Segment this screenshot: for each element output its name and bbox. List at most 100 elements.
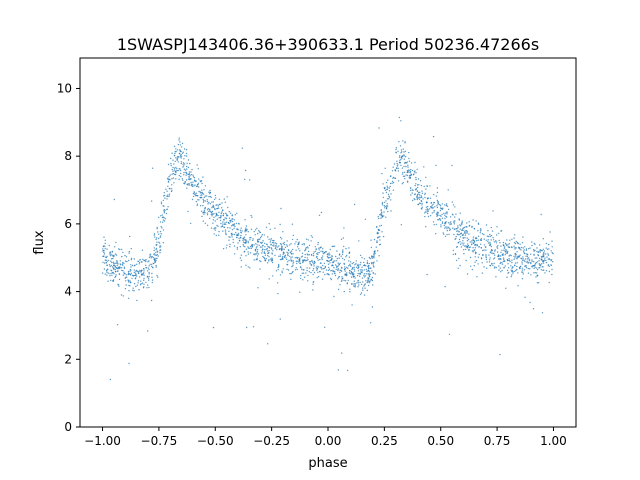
x-tick-label: 0.50	[427, 434, 454, 448]
data-point	[388, 198, 390, 200]
data-point	[232, 218, 234, 220]
data-point	[421, 206, 423, 208]
data-point	[462, 237, 465, 239]
data-point	[300, 274, 302, 277]
data-point	[257, 249, 259, 251]
data-point	[459, 241, 461, 243]
data-point	[377, 228, 379, 231]
data-point	[380, 210, 382, 212]
data-point	[106, 255, 108, 258]
data-point	[503, 244, 505, 247]
data-point	[104, 273, 106, 275]
data-point	[229, 212, 232, 214]
data-point	[279, 255, 281, 258]
data-point	[156, 275, 158, 277]
data-point	[483, 266, 485, 268]
data-point	[296, 262, 298, 265]
data-point	[279, 318, 281, 320]
data-point	[214, 194, 217, 197]
data-point	[256, 258, 258, 261]
data-point	[343, 263, 346, 265]
data-point	[146, 276, 149, 278]
data-point	[226, 244, 228, 246]
data-point	[303, 259, 305, 261]
data-point	[162, 199, 164, 202]
data-point	[222, 213, 225, 215]
data-point	[131, 264, 134, 267]
data-point	[213, 198, 216, 201]
data-point	[504, 265, 506, 267]
data-point	[296, 246, 299, 248]
data-point	[337, 265, 340, 267]
data-point	[118, 248, 120, 250]
data-point	[381, 211, 383, 214]
data-point	[264, 246, 266, 248]
data-point	[350, 283, 353, 285]
data-point	[400, 224, 403, 226]
data-point	[534, 272, 536, 274]
data-point	[313, 271, 316, 274]
data-point	[252, 326, 255, 328]
data-point	[424, 193, 426, 196]
data-point	[508, 243, 510, 245]
data-point	[372, 272, 374, 274]
data-point	[213, 213, 215, 215]
data-point	[542, 248, 544, 250]
data-point	[240, 232, 243, 234]
data-point	[151, 263, 153, 266]
data-point	[240, 259, 243, 262]
data-point	[402, 148, 404, 150]
data-point	[429, 185, 431, 187]
data-point	[457, 227, 459, 229]
data-point	[354, 277, 356, 279]
data-point	[272, 239, 274, 242]
data-point	[429, 215, 432, 217]
data-point	[206, 212, 209, 214]
y-axis-label: flux	[32, 230, 47, 254]
data-point	[519, 243, 521, 245]
data-point	[324, 252, 326, 254]
data-point	[209, 217, 211, 220]
data-point	[273, 241, 275, 243]
data-point	[130, 272, 132, 274]
data-point	[533, 267, 535, 270]
data-point	[146, 287, 148, 289]
chart-title: 1SWASPJ143406.36+390633.1 Period 50236.4…	[117, 35, 539, 54]
data-point	[359, 264, 361, 266]
data-point	[282, 251, 285, 253]
data-point	[139, 269, 141, 272]
data-point	[111, 272, 114, 274]
data-point	[474, 252, 477, 255]
data-point	[278, 245, 280, 247]
data-point	[200, 210, 203, 212]
data-point	[531, 265, 533, 268]
data-point	[202, 193, 205, 195]
data-point	[145, 264, 147, 266]
data-point	[239, 229, 242, 231]
data-point	[147, 277, 150, 279]
data-point	[217, 207, 220, 209]
data-point	[176, 170, 178, 172]
data-point	[522, 259, 524, 262]
data-point	[304, 253, 306, 256]
data-point	[444, 204, 446, 206]
data-point	[143, 259, 145, 262]
data-point	[291, 271, 294, 274]
data-point	[192, 176, 195, 178]
data-point	[381, 215, 383, 218]
data-point	[539, 251, 541, 253]
data-point	[233, 245, 236, 247]
data-point	[347, 279, 349, 282]
data-point	[222, 223, 224, 225]
data-point	[402, 175, 405, 177]
data-point	[306, 246, 309, 248]
data-point	[495, 276, 497, 278]
data-point	[406, 171, 409, 174]
data-point	[440, 215, 442, 217]
data-point	[377, 250, 379, 252]
data-point	[329, 277, 332, 280]
data-point	[341, 251, 344, 254]
data-point	[482, 254, 484, 256]
data-point	[497, 245, 499, 247]
data-point	[543, 252, 545, 254]
